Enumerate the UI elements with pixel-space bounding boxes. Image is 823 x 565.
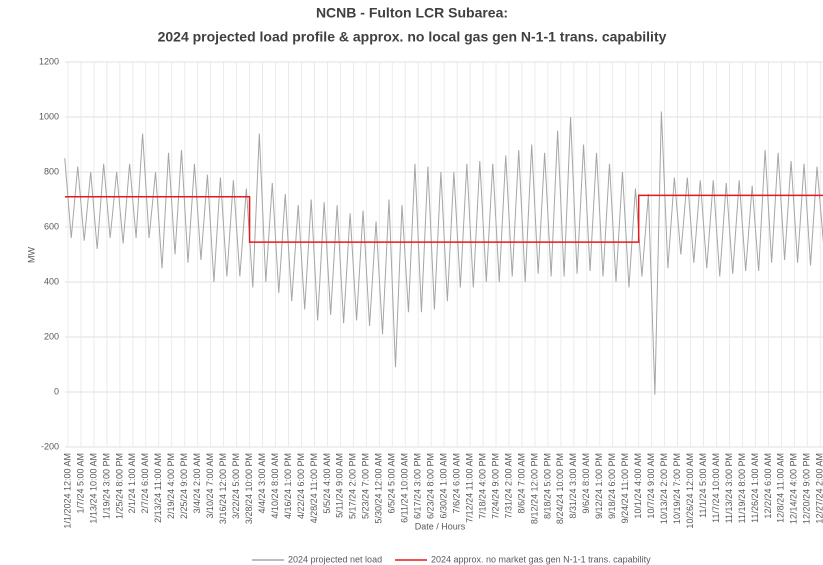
- x-tick-label: 6/5/24 5:00 AM: [387, 453, 397, 514]
- load-line: [64, 111, 823, 395]
- x-tick-label: 12/2/24 6:00 AM: [763, 453, 773, 519]
- y-tick-label: 0: [54, 386, 59, 396]
- x-tick-label: 1/1/2024 12:00 AM: [62, 453, 72, 529]
- x-tick-label: 3/4/24 2:00 AM: [192, 453, 202, 514]
- x-tick-label: 5/30/24 12:00 AM: [374, 453, 384, 524]
- x-tick-label: 10/19/24 7:00 PM: [672, 453, 682, 524]
- x-tick-label: 4/22/24 6:00 PM: [296, 453, 306, 519]
- chart-subtitle: 2024 projected load profile & approx. no…: [158, 29, 667, 45]
- x-tick-label: 9/12/24 1:00 PM: [594, 453, 604, 519]
- x-tick-label: 11/1/24 5:00 AM: [698, 453, 708, 518]
- x-tick-label: 5/5/24 4:00 AM: [322, 453, 332, 514]
- y-tick-label: 600: [44, 221, 59, 231]
- x-tick-label: 6/17/24 3:00 PM: [413, 453, 423, 519]
- x-tick-label: 5/17/24 2:00 PM: [348, 453, 358, 519]
- x-tick-label: 7/6/24 6:00 AM: [451, 453, 461, 514]
- x-tick-label: 9/18/24 6:00 PM: [607, 453, 617, 519]
- x-tick-label: 7/31/24 2:00 AM: [503, 453, 513, 519]
- x-tick-label: 8/18/24 5:00 PM: [542, 453, 552, 519]
- x-tick-label: 2/25/24 9:00 PM: [179, 453, 189, 519]
- x-tick-label: 4/28/24 11:00 PM: [309, 453, 319, 523]
- legend-label: 2024 approx. no market gas gen N-1-1 tra…: [431, 554, 651, 564]
- x-tick-label: 6/11/24 10:00 AM: [400, 453, 410, 523]
- x-tick-label: 10/13/24 2:00 PM: [659, 453, 669, 524]
- x-tick-label: 4/10/24 8:00 AM: [270, 453, 280, 519]
- x-tick-label: 3/28/24 10:00 PM: [244, 453, 254, 524]
- x-axis-label: Date / Hours: [415, 521, 466, 531]
- x-tick-label: 1/19/24 3:00 PM: [101, 453, 111, 519]
- x-tick-label: 8/12/24 12:00 PM: [529, 453, 539, 524]
- x-tick-label: 2/13/24 11:00 AM: [153, 453, 163, 523]
- y-tick-label: 800: [44, 166, 59, 176]
- x-tick-label: 6/23/24 8:00 PM: [426, 453, 436, 519]
- x-tick-label: 1/7/24 5:00 AM: [75, 453, 85, 514]
- x-tick-label: 1/13/24 10:00 AM: [88, 453, 98, 524]
- x-tick-label: 8/24/24 10:00 PM: [555, 453, 565, 524]
- x-tick-label: 3/16/24 12:00 PM: [218, 453, 228, 524]
- x-tick-label: 10/1/24 4:00 AM: [633, 453, 643, 519]
- y-axis-label: MW: [26, 247, 36, 263]
- x-tick-label: 3/10/24 7:00 AM: [205, 453, 215, 519]
- chart-title: NCNB - Fulton LCR Subarea:: [316, 5, 508, 21]
- y-tick-label: 1000: [39, 111, 59, 121]
- x-tick-label: 7/12/24 11:00 AM: [464, 453, 474, 523]
- x-tick-label: 12/8/24 11:00 AM: [776, 453, 786, 523]
- x-tick-label: 12/27/24 2:00 AM: [815, 453, 823, 524]
- y-tick-label: 400: [44, 276, 59, 286]
- x-tick-label: 2/19/24 4:00 PM: [166, 453, 176, 519]
- x-tick-label: 12/14/24 4:00 PM: [789, 453, 799, 524]
- x-tick-label: 4/16/24 1:00 PM: [283, 453, 293, 519]
- x-tick-label: 8/31/24 3:00 AM: [568, 453, 578, 519]
- x-tick-label: 9/6/24 8:00 AM: [581, 453, 591, 514]
- x-tick-label: 12/20/24 9:00 PM: [802, 453, 812, 524]
- y-tick-label: 200: [44, 331, 59, 341]
- x-tick-label: 5/23/24 7:00 PM: [361, 453, 371, 519]
- x-tick-label: 11/13/24 3:00 PM: [724, 453, 734, 523]
- x-tick-label: 9/24/24 11:00 PM: [620, 453, 630, 523]
- x-tick-label: 11/7/24 10:00 AM: [711, 453, 721, 523]
- x-tick-label: 11/19/24 8:00 PM: [737, 453, 747, 523]
- x-tick-label: 11/26/24 1:00 AM: [750, 453, 760, 523]
- x-tick-label: 7/24/24 9:00 PM: [490, 453, 500, 519]
- x-tick-label: 6/30/24 1:00 AM: [439, 453, 449, 519]
- y-tick-label: -200: [41, 441, 59, 451]
- x-tick-label: 10/26/24 12:00 AM: [685, 453, 695, 529]
- x-tick-label: 10/7/24 9:00 AM: [646, 453, 656, 519]
- x-tick-label: 8/6/24 7:00 AM: [516, 453, 526, 514]
- y-tick-label: 1200: [39, 56, 59, 66]
- x-tick-label: 7/18/24 4:00 PM: [477, 453, 487, 519]
- x-tick-label: 4/4/24 3:00 AM: [257, 453, 267, 514]
- x-tick-label: 1/25/24 8:00 PM: [114, 453, 124, 519]
- x-tick-label: 2/7/24 6:00 AM: [140, 453, 150, 514]
- x-tick-label: 2/1/24 1:00 AM: [127, 453, 137, 514]
- x-tick-label: 3/22/24 5:00 PM: [231, 453, 241, 519]
- legend-label: 2024 projected net load: [288, 554, 382, 564]
- x-tick-label: 5/11/24 9:00 AM: [335, 453, 345, 518]
- capability-line: [65, 194, 823, 243]
